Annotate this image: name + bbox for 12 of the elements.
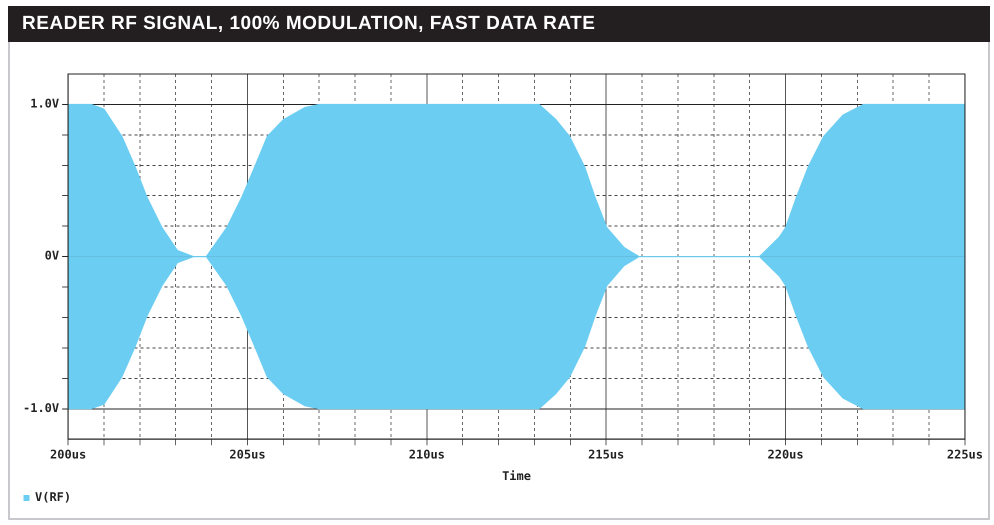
x-axis-title: Time [502,468,531,483]
y-tick-label: 1.0V [30,96,60,111]
x-tick-label: 225us [946,448,983,462]
x-tick-label: 220us [768,448,804,462]
x-tick-label: 215us [588,448,624,462]
x-tick-label: 205us [229,448,266,462]
chart-title: READER RF SIGNAL, 100% MODULATION, FAST DATA RATE [8,6,990,42]
x-tick-label: 210us [408,448,445,462]
x-tick-label: 200us [50,448,86,462]
y-tick-label: -1.0V [23,400,60,415]
y-tick-label: 0V [44,248,60,263]
legend-label: V(RF) [35,490,72,504]
